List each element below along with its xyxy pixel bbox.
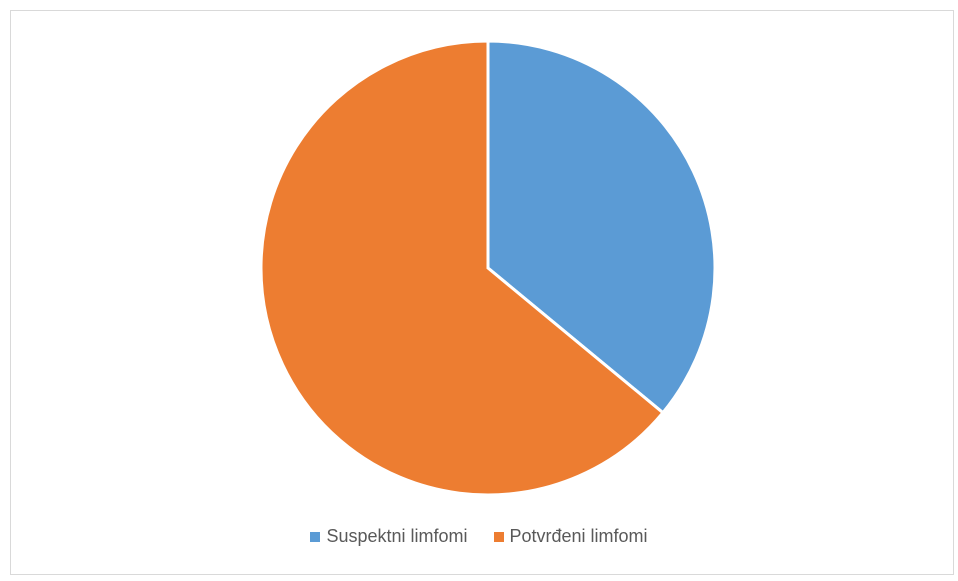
pie-slice-suspektni-limfomi — [486, 39, 717, 415]
pie-slices — [259, 39, 717, 497]
legend-swatch-potvrdeni — [493, 531, 504, 542]
legend-label-potvrdeni: Potvrđeni limfomi — [509, 526, 648, 546]
legend-swatch-suspektni — [310, 531, 321, 542]
legend-item-suspektni: Suspektni limfomi — [310, 526, 468, 547]
legend-label-suspektni: Suspektni limfomi — [326, 526, 468, 546]
legend-item-potvrdeni: Potvrđeni limfomi — [493, 526, 648, 547]
legend: Suspektni limfomi Potvrđeni limfomi — [0, 526, 958, 547]
pie-slice-potvr-eni-limfomi — [259, 39, 666, 497]
